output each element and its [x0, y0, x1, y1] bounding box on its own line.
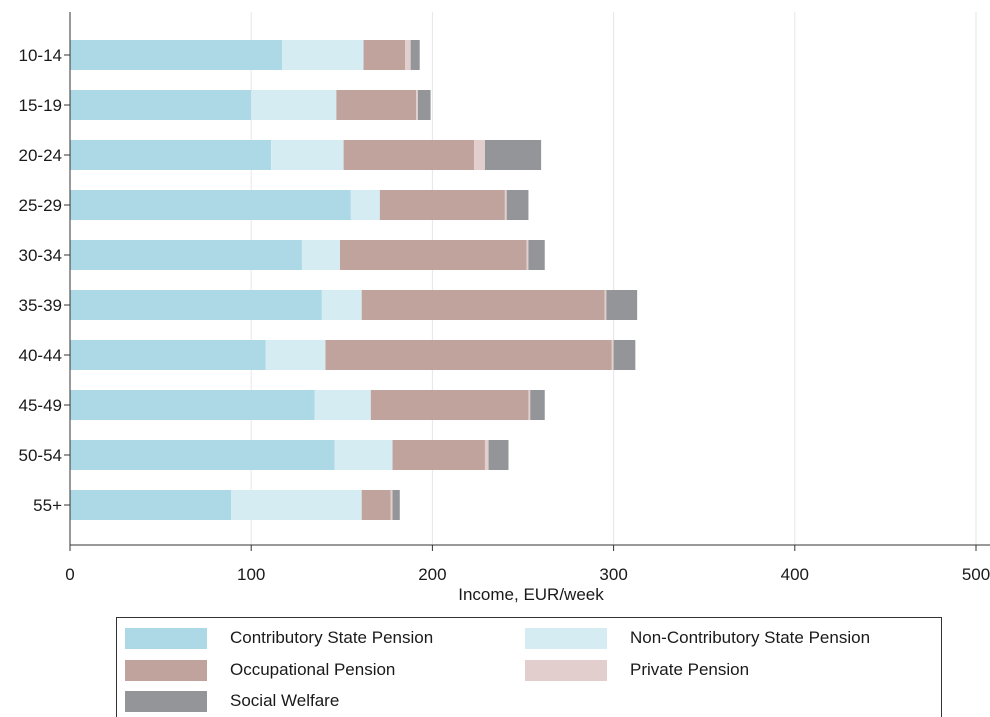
bar-segment [363, 40, 406, 70]
x-tick-label: 300 [599, 565, 627, 584]
bar-segment [504, 190, 507, 220]
bar-segment [231, 490, 362, 520]
bar-segment [70, 40, 283, 70]
bar-segment [314, 390, 371, 420]
bar-segment [392, 490, 400, 520]
bar-segment [506, 190, 529, 220]
bar-segment [370, 390, 529, 420]
legend-item: Contributory State Pension [125, 625, 433, 651]
bar-segment [528, 390, 531, 420]
legend-item: Social Welfare [125, 688, 339, 714]
y-tick-label: 35-39 [19, 296, 62, 315]
bar-segment [390, 490, 393, 520]
bar-segment [528, 240, 545, 270]
bar-segment [321, 290, 362, 320]
legend-swatch [525, 659, 607, 681]
y-ticks: 10-14 15-19 20-24 25-29 30-34 35-39 40-44 45-49… [19, 46, 70, 515]
bar-segment [530, 390, 545, 420]
legend-item: Occupational Pension [125, 657, 395, 683]
x-tick-label: 400 [781, 565, 809, 584]
y-tick-label: 50-54 [19, 446, 62, 465]
y-tick-label: 15-19 [19, 96, 62, 115]
bar-segment [410, 40, 420, 70]
bar-segment [361, 490, 391, 520]
legend-label: Contributory State Pension [230, 628, 434, 647]
axes [69, 12, 990, 546]
bar-segment [70, 440, 335, 470]
x-axis-title: Income, EUR/week [458, 585, 604, 604]
bar-segment [416, 90, 418, 120]
bar-segment [339, 240, 527, 270]
bar-segment [613, 340, 636, 370]
x-tick-label: 100 [237, 565, 265, 584]
bar-segment [282, 40, 364, 70]
bar-segment [70, 340, 266, 370]
bar-segment [70, 290, 322, 320]
legend-item: Private Pension [525, 657, 749, 683]
y-tick-label: 40-44 [19, 346, 62, 365]
bar-segment [70, 490, 232, 520]
y-tick-label: 45-49 [19, 396, 62, 415]
bar-segment [392, 440, 485, 470]
bar-segment [301, 240, 340, 270]
x-tick-label: 200 [418, 565, 446, 584]
x-ticks: 0 100 200 300 400 500 [65, 545, 990, 584]
bar-segment [361, 290, 605, 320]
legend-item: Non-Contributory State Pension [525, 625, 870, 651]
bar-segment [251, 90, 337, 120]
legend-label: Non-Contributory State Pension [630, 628, 871, 647]
bar-segment [606, 290, 638, 320]
bar-segment [405, 40, 411, 70]
bar-segment [271, 140, 344, 170]
bar-segment [70, 90, 252, 120]
y-tick-label: 25-29 [19, 196, 62, 215]
legend-label: Occupational Pension [230, 660, 396, 679]
legend-label: Social Welfare [230, 691, 340, 710]
bar-segment [526, 240, 529, 270]
bar-segment [604, 290, 607, 320]
legend-swatch [125, 627, 207, 649]
bar-segment [611, 340, 614, 370]
bar-segment [70, 240, 302, 270]
legend-swatch [125, 690, 207, 712]
y-tick-label: 30-34 [19, 246, 62, 265]
bar-segment [70, 140, 272, 170]
bar-segment [334, 440, 393, 470]
y-tick-label: 55+ [33, 496, 62, 515]
legend-label: Private Pension [630, 660, 750, 679]
y-tick-label: 10-14 [19, 46, 62, 65]
bar-segment [70, 190, 351, 220]
bar-segment [70, 390, 315, 420]
legend-swatch [525, 627, 607, 649]
x-tick-label: 500 [962, 565, 990, 584]
bar-segment [336, 90, 417, 120]
bar-segment [474, 140, 485, 170]
bar-segment [379, 190, 505, 220]
bar-segment [350, 190, 380, 220]
bar-segment [484, 140, 542, 170]
bar-segment [265, 340, 326, 370]
bar-segment [343, 140, 475, 170]
bars [70, 40, 638, 520]
y-tick-label: 20-24 [19, 146, 62, 165]
bar-segment [325, 340, 612, 370]
bar-segment [488, 440, 509, 470]
legend: Contributory State Pension Non-Contributo… [116, 617, 942, 717]
legend-swatch [125, 659, 207, 681]
bar-segment [417, 90, 431, 120]
bar-segment [484, 440, 489, 470]
x-tick-label: 0 [65, 565, 74, 584]
